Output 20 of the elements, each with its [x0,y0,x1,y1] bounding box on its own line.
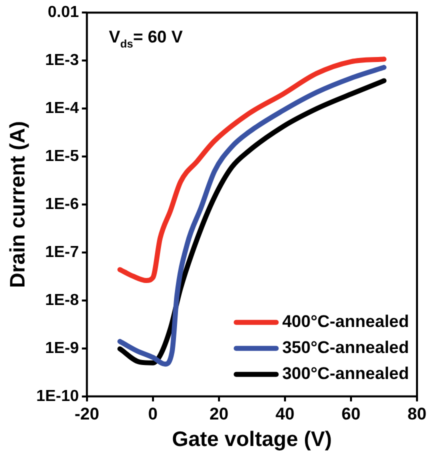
y-tick-label: 1E-6 [45,196,79,213]
y-tick-label: 1E-9 [45,340,79,357]
x-tick-label: 80 [408,404,426,424]
legend-label: 300°C-annealed [282,364,409,384]
y-tick-label: 1E-3 [45,52,79,69]
x-tick-label: 20 [209,404,228,424]
legend-label: 350°C-annealed [282,338,409,358]
y-tick-label: 1E-5 [45,148,79,165]
x-tick-label: 40 [275,404,294,424]
y-tick-label: 1E-8 [45,292,79,309]
y-axis-title: Drain current (A) [6,121,30,288]
y-tick-label: 1E-4 [45,100,79,117]
x-tick-label: 0 [148,404,158,424]
x-tick-label: -20 [74,404,100,424]
y-tick-label: 1E-10 [36,388,79,405]
x-tick-label: 60 [342,404,360,424]
y-tick-label: 0.01 [48,4,79,22]
x-axis-title: Gate voltage (V) [172,428,332,452]
legend-label: 400°C-annealed [282,312,409,332]
y-tick-label: 1E-7 [45,244,79,261]
